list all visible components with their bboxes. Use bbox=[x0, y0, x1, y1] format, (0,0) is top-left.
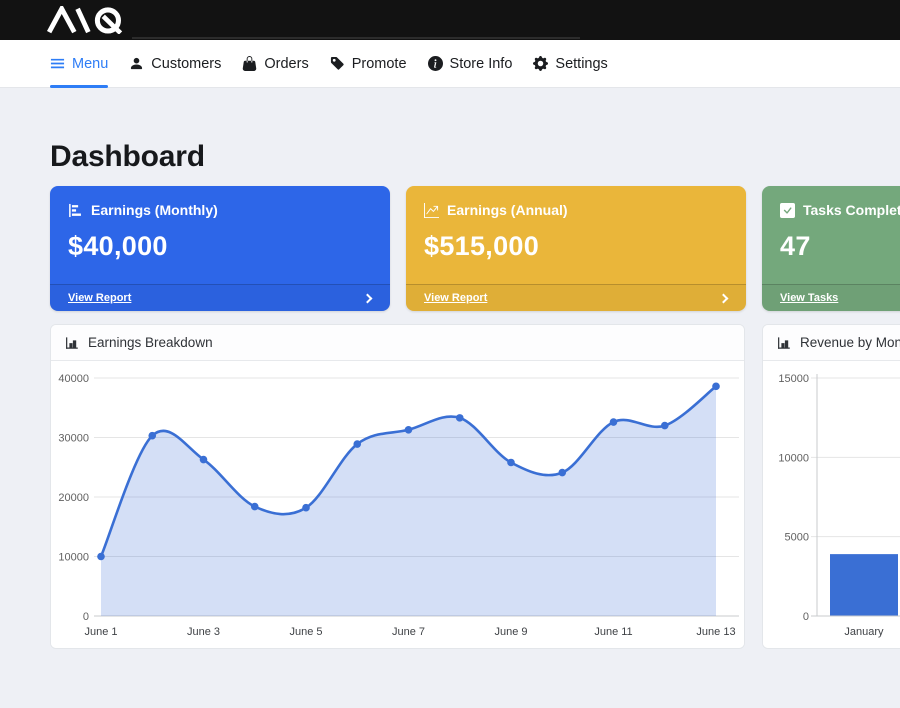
graph-up-icon bbox=[424, 202, 439, 218]
svg-text:June 1: June 1 bbox=[84, 626, 117, 638]
nav-item-label: Menu bbox=[72, 55, 109, 72]
stat-card-footer: View Report bbox=[50, 284, 390, 311]
bag-icon bbox=[243, 56, 257, 71]
main-navbar: Menu Customers Orders Promote Store Info… bbox=[0, 40, 900, 88]
svg-text:40000: 40000 bbox=[58, 373, 89, 385]
earnings-breakdown-card: Earnings Breakdown 0 10000 20000 30000 40000… bbox=[50, 324, 745, 649]
stat-card-value: 47 bbox=[780, 231, 811, 261]
stat-card-title: Earnings (Monthly) bbox=[91, 202, 218, 218]
svg-text:June 11: June 11 bbox=[594, 626, 632, 638]
stat-card-value: $40,000 bbox=[68, 231, 168, 261]
svg-text:June 5: June 5 bbox=[289, 626, 322, 638]
gear-icon bbox=[533, 56, 549, 71]
stat-card-footer: View Report bbox=[406, 284, 746, 311]
nav-item-label: Store Info bbox=[449, 55, 513, 72]
svg-text:5000: 5000 bbox=[785, 532, 809, 544]
stat-card-footer: View Tasks bbox=[762, 284, 900, 311]
nav-item-label: Promote bbox=[351, 55, 407, 72]
svg-text:20000: 20000 bbox=[58, 492, 89, 504]
svg-text:June 13: June 13 bbox=[696, 626, 735, 638]
nav-item-label: Settings bbox=[555, 55, 608, 72]
brand-logo-aiq-icon[interactable] bbox=[45, 6, 141, 34]
stat-card-earnings-annual: Earnings (Annual) $515,000 View Report bbox=[406, 186, 746, 311]
nav-item-label: Orders bbox=[264, 55, 309, 72]
stat-cards-row: Earnings (Monthly) $40,000 View Report E… bbox=[50, 186, 900, 311]
info-icon bbox=[427, 56, 443, 71]
svg-text:10000: 10000 bbox=[58, 552, 89, 564]
stat-card-title: Earnings (Annual) bbox=[447, 202, 568, 218]
svg-text:30000: 30000 bbox=[58, 433, 89, 445]
nav-item-settings[interactable]: Settings bbox=[533, 40, 608, 87]
hamburger-icon bbox=[50, 58, 65, 69]
nav-item-store-info[interactable]: Store Info bbox=[427, 40, 513, 87]
svg-text:10000: 10000 bbox=[778, 452, 809, 464]
svg-text:0: 0 bbox=[803, 611, 809, 623]
nav-item-customers[interactable]: Customers bbox=[129, 40, 221, 87]
hbar-chart-icon bbox=[69, 203, 81, 217]
revenue-by-month-chart: 0 5000 10000 15000 January bbox=[763, 361, 900, 648]
view-tasks-link[interactable]: View Tasks bbox=[780, 292, 839, 304]
nav-item-label: Customers bbox=[151, 55, 222, 72]
chart-icon bbox=[66, 336, 78, 349]
dashboard-page: Dashboard Earnings (Monthly) $40,000 Vie… bbox=[0, 88, 900, 649]
chart-title: Earnings Breakdown bbox=[88, 335, 213, 350]
nav-item-orders[interactable]: Orders bbox=[242, 40, 309, 87]
nav-item-promote[interactable]: Promote bbox=[330, 40, 407, 87]
stat-card-title: Tasks Completed bbox=[803, 202, 900, 218]
svg-text:June 7: June 7 bbox=[392, 626, 425, 638]
chart-icon bbox=[778, 336, 790, 349]
view-report-link[interactable]: View Report bbox=[68, 292, 132, 304]
chevron-right-icon[interactable] bbox=[362, 293, 373, 303]
chevron-right-icon[interactable] bbox=[718, 293, 729, 303]
stat-card-earnings-monthly: Earnings (Monthly) $40,000 View Report bbox=[50, 186, 390, 311]
stat-card-tasks-completed: Tasks Completed 47 View Tasks bbox=[762, 186, 900, 311]
check-square-icon bbox=[780, 202, 795, 218]
chart-title: Revenue by Month bbox=[800, 335, 900, 350]
stat-card-value: $515,000 bbox=[424, 231, 540, 261]
charts-row: Earnings Breakdown 0 10000 20000 30000 40000… bbox=[50, 324, 900, 649]
person-icon bbox=[131, 57, 143, 70]
earnings-breakdown-chart: 0 10000 20000 30000 40000 June 1 June 3 June 5 J… bbox=[51, 361, 744, 648]
nav-item-menu[interactable]: Menu bbox=[50, 40, 109, 88]
topbar bbox=[0, 0, 900, 40]
view-report-link[interactable]: View Report bbox=[424, 292, 488, 304]
svg-text:June 9: June 9 bbox=[494, 626, 527, 638]
svg-text:15000: 15000 bbox=[778, 373, 809, 385]
page-title: Dashboard bbox=[50, 140, 205, 173]
svg-text:0: 0 bbox=[83, 611, 89, 623]
tag-icon bbox=[330, 56, 344, 70]
revenue-by-month-card: Revenue by Month 0 5000 10000 15000 January bbox=[762, 324, 900, 649]
svg-text:January: January bbox=[844, 626, 884, 638]
topbar-accent-line bbox=[132, 37, 580, 39]
svg-text:June 3: June 3 bbox=[187, 626, 220, 638]
